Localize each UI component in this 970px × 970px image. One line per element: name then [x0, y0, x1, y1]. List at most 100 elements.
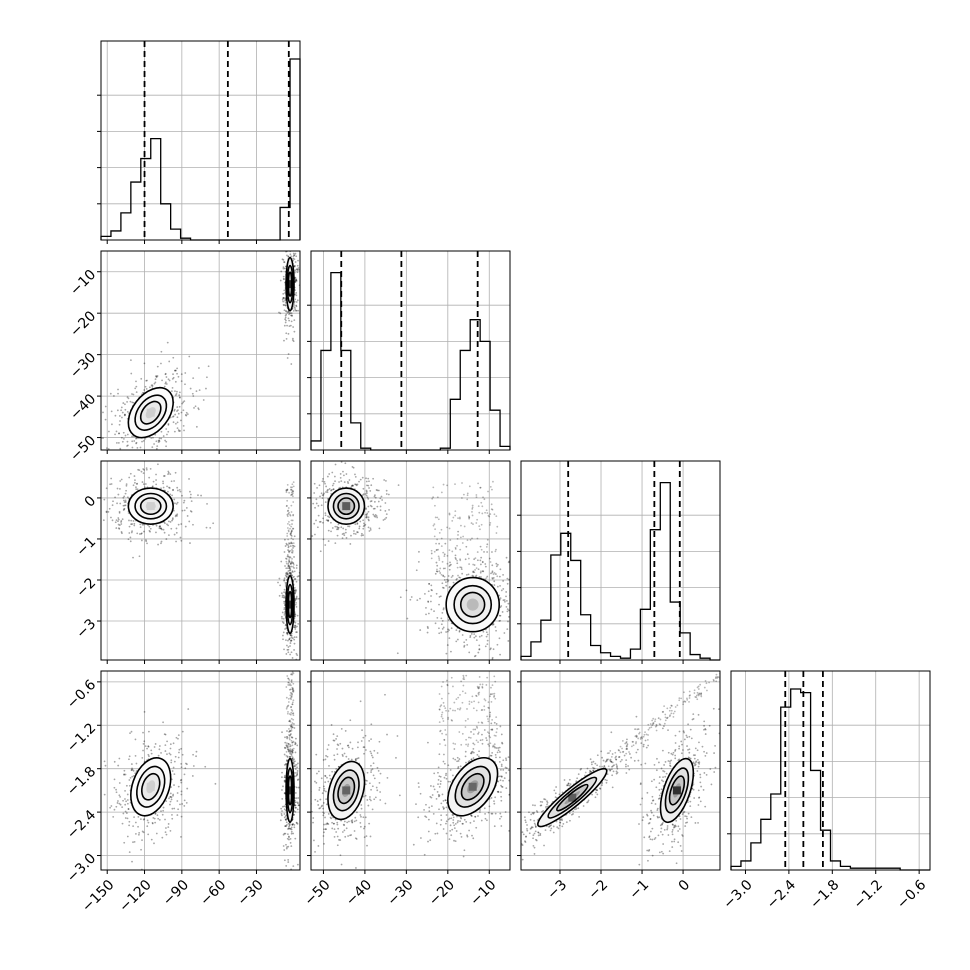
- sample-point: [517, 612, 519, 614]
- sample-point: [441, 732, 444, 735]
- sample-point: [282, 259, 285, 261]
- sample-point: [366, 771, 369, 774]
- sample-point: [337, 523, 340, 526]
- sample-point: [284, 565, 286, 567]
- sample-point: [490, 508, 493, 510]
- sample-point: [480, 548, 483, 551]
- sample-point: [476, 551, 479, 553]
- sample-point: [502, 580, 505, 582]
- sample-point: [292, 562, 294, 565]
- sample-point: [143, 530, 145, 533]
- sample-point: [296, 766, 298, 769]
- sample-point: [192, 377, 195, 380]
- sample-point: [340, 461, 343, 463]
- sample-point: [477, 815, 479, 817]
- sample-point: [470, 522, 473, 524]
- sample-point: [191, 392, 194, 395]
- sample-point: [293, 265, 296, 268]
- sample-point: [336, 835, 339, 838]
- sample-point: [325, 790, 327, 793]
- sample-point: [111, 423, 113, 426]
- sample-point: [167, 490, 169, 493]
- sample-point: [287, 565, 290, 568]
- sample-point: [365, 513, 367, 516]
- sample-point: [372, 513, 375, 516]
- sample-point: [158, 457, 160, 459]
- sample-point: [708, 681, 710, 684]
- sample-point: [288, 825, 290, 828]
- sample-point: [384, 518, 386, 520]
- sample-point: [156, 375, 159, 377]
- sample-point: [369, 796, 371, 798]
- sample-point: [464, 558, 467, 561]
- sample-point: [475, 739, 478, 742]
- sample-point: [486, 639, 489, 642]
- sample-point: [289, 745, 292, 747]
- sample-point: [448, 549, 451, 552]
- sample-point: [282, 303, 285, 306]
- contour-line: [127, 487, 174, 525]
- sample-point: [474, 569, 476, 571]
- sample-point: [170, 761, 173, 764]
- sample-point: [295, 301, 298, 303]
- sample-point: [369, 490, 372, 492]
- sample-point: [162, 475, 165, 477]
- sample-point: [336, 753, 339, 756]
- sample-point: [291, 744, 294, 747]
- sample-point: [111, 519, 114, 522]
- sample-point: [365, 477, 367, 480]
- sample-point: [177, 429, 180, 431]
- sample-point: [475, 694, 477, 697]
- sample-point: [296, 271, 299, 274]
- sample-point: [119, 502, 122, 505]
- sample-point: [418, 786, 420, 788]
- sample-point: [444, 799, 447, 801]
- sample-point: [283, 577, 286, 580]
- sample-point: [489, 521, 492, 524]
- sample-point: [117, 392, 119, 395]
- sample-point: [292, 257, 295, 260]
- sample-point: [456, 815, 458, 818]
- sample-point: [293, 578, 296, 580]
- sample-point: [117, 517, 120, 519]
- sample-point: [487, 706, 490, 709]
- sample-point: [448, 512, 451, 515]
- sample-point: [142, 472, 145, 475]
- sample-point: [488, 745, 491, 747]
- sample-point: [484, 563, 487, 565]
- sample-point: [327, 519, 330, 522]
- sample-point: [173, 773, 176, 776]
- sample-point: [369, 750, 372, 753]
- sample-point: [506, 577, 509, 580]
- grid-lines-1-0: [97, 251, 300, 454]
- sample-point: [363, 752, 365, 755]
- sample-point: [454, 709, 456, 712]
- sample-point: [316, 526, 319, 529]
- sample-point: [449, 564, 451, 567]
- sample-point: [281, 298, 284, 301]
- sample-point: [450, 817, 453, 820]
- sample-point: [498, 756, 501, 759]
- sample-point: [148, 476, 151, 479]
- sample-point: [452, 581, 455, 584]
- sample-point: [153, 382, 156, 385]
- sample-point: [287, 701, 290, 703]
- sample-point: [693, 689, 696, 692]
- sample-point: [293, 642, 296, 645]
- sample-point: [440, 704, 443, 707]
- sample-point: [336, 823, 339, 826]
- sample-point: [294, 603, 297, 606]
- sample-point: [284, 585, 287, 587]
- sample-point: [294, 589, 296, 592]
- sample-point: [339, 854, 342, 857]
- sample-point: [432, 812, 435, 815]
- sample-point: [371, 808, 374, 811]
- sample-point: [195, 425, 198, 428]
- sample-point: [489, 648, 492, 651]
- sample-point: [452, 774, 454, 777]
- sample-point: [496, 790, 499, 793]
- sample-point: [99, 511, 101, 513]
- sample-point: [505, 759, 508, 761]
- sample-point: [324, 781, 327, 784]
- sample-point: [279, 279, 282, 282]
